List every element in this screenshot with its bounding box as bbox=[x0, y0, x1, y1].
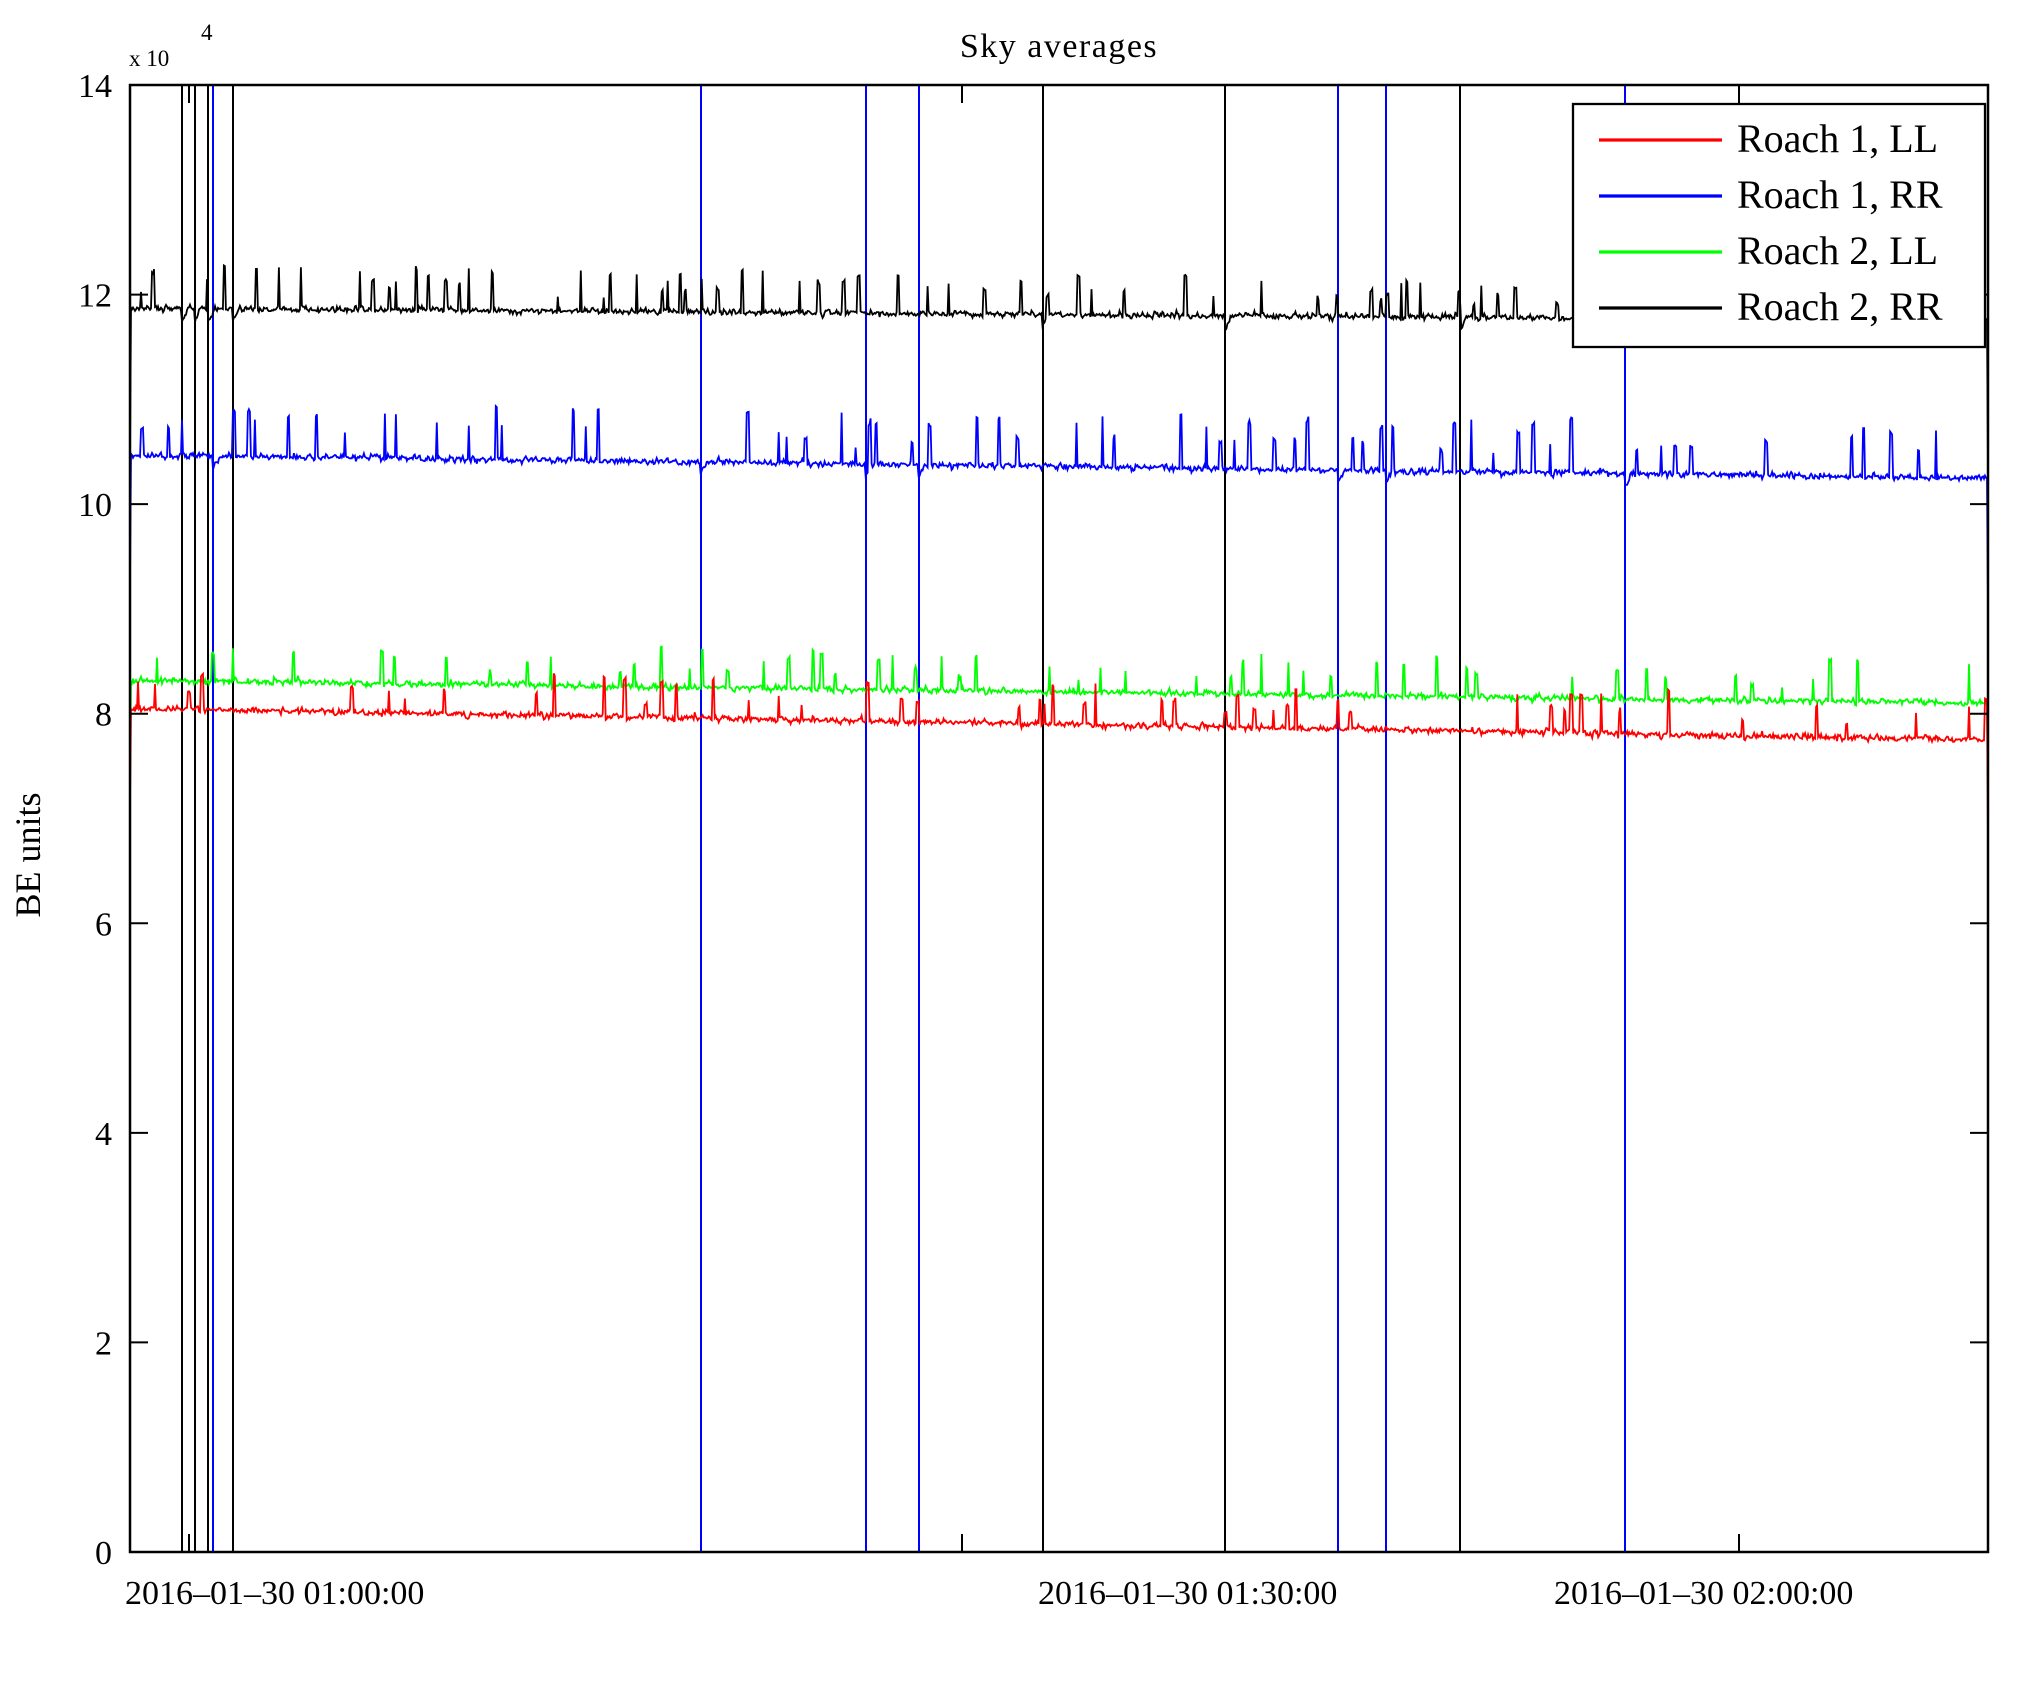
svg-text:6: 6 bbox=[95, 906, 112, 943]
svg-text:2: 2 bbox=[95, 1325, 112, 1362]
svg-text:Sky averages: Sky averages bbox=[960, 28, 1158, 65]
svg-text:2016–01–30 01:00:00: 2016–01–30 01:00:00 bbox=[125, 1575, 424, 1612]
svg-text:2016–01–30 01:30:00: 2016–01–30 01:30:00 bbox=[1038, 1575, 1337, 1612]
svg-text:Roach 2, RR: Roach 2, RR bbox=[1737, 284, 1943, 329]
svg-text:12: 12 bbox=[78, 278, 112, 315]
svg-text:8: 8 bbox=[95, 697, 112, 734]
svg-text:BE units: BE units bbox=[8, 792, 48, 917]
svg-text:Roach 1, RR: Roach 1, RR bbox=[1737, 172, 1943, 217]
svg-text:Roach 1, LL: Roach 1, LL bbox=[1737, 116, 1938, 161]
svg-text:14: 14 bbox=[78, 68, 112, 105]
svg-text:0: 0 bbox=[95, 1535, 112, 1572]
svg-text:4: 4 bbox=[201, 20, 213, 45]
svg-text:x 10: x 10 bbox=[129, 46, 169, 71]
svg-text:4: 4 bbox=[95, 1116, 112, 1153]
svg-text:Roach 2, LL: Roach 2, LL bbox=[1737, 228, 1938, 273]
svg-text:2016–01–30 02:00:00: 2016–01–30 02:00:00 bbox=[1554, 1575, 1853, 1612]
svg-text:10: 10 bbox=[78, 487, 112, 524]
